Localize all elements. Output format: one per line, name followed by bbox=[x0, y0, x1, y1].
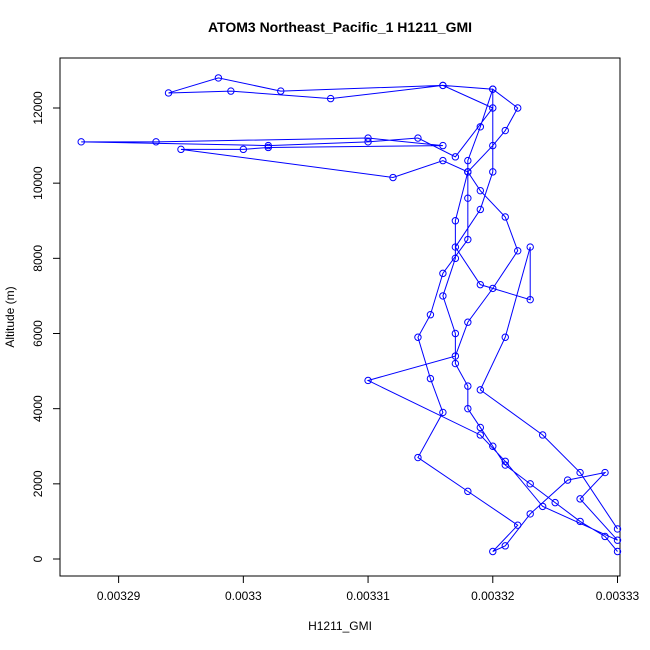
data-point bbox=[526, 243, 534, 251]
data-point bbox=[576, 495, 584, 503]
y-tick-label: 12000 bbox=[31, 91, 45, 125]
data-point bbox=[451, 153, 460, 161]
data-point bbox=[451, 243, 460, 251]
data-point bbox=[476, 431, 485, 439]
data-line bbox=[81, 77, 618, 552]
data-point bbox=[177, 145, 185, 154]
data-point bbox=[613, 547, 622, 556]
x-axis-label: H1211_GMI bbox=[308, 619, 372, 633]
data-point bbox=[451, 329, 460, 338]
data-point bbox=[476, 205, 485, 214]
data-point bbox=[613, 536, 622, 544]
x-tick-label: 0.00331 bbox=[346, 589, 390, 603]
data-point bbox=[526, 295, 534, 304]
data-point bbox=[439, 292, 447, 300]
data-point bbox=[464, 318, 472, 326]
data-point bbox=[464, 487, 472, 496]
data-point bbox=[551, 498, 559, 507]
data-point bbox=[451, 359, 460, 368]
data-point bbox=[476, 123, 485, 131]
data-point bbox=[538, 502, 547, 511]
data-point bbox=[476, 423, 485, 432]
data-point bbox=[264, 141, 272, 150]
data-point bbox=[613, 525, 622, 533]
data-point bbox=[214, 74, 223, 82]
data-point bbox=[77, 138, 85, 146]
data-point bbox=[501, 333, 509, 341]
data-point bbox=[451, 352, 460, 360]
data-point bbox=[464, 168, 472, 176]
data-point bbox=[464, 235, 472, 244]
data-point bbox=[426, 374, 435, 383]
data-point bbox=[489, 104, 497, 112]
data-point bbox=[526, 510, 534, 518]
data-point bbox=[227, 87, 235, 95]
data-point bbox=[414, 333, 422, 341]
data-point bbox=[364, 138, 372, 146]
data-point bbox=[576, 468, 584, 477]
data-point bbox=[501, 213, 509, 221]
data-point bbox=[451, 217, 460, 225]
data-point bbox=[476, 280, 485, 289]
data-point bbox=[489, 547, 497, 556]
data-point bbox=[277, 87, 285, 95]
data-point bbox=[414, 134, 422, 142]
data-point bbox=[439, 81, 447, 90]
data-point bbox=[326, 94, 335, 103]
data-point bbox=[464, 382, 472, 390]
data-point bbox=[489, 284, 497, 293]
y-tick-label: 6000 bbox=[31, 320, 45, 347]
data-point bbox=[601, 532, 609, 541]
data-point bbox=[526, 480, 534, 488]
data-point bbox=[264, 143, 272, 152]
data-point bbox=[576, 517, 584, 526]
data-point bbox=[451, 254, 460, 263]
data-point bbox=[501, 126, 509, 135]
x-tick-label: 0.0033 bbox=[225, 589, 262, 603]
x-tick-label: 0.00329 bbox=[97, 589, 141, 603]
data-point bbox=[501, 542, 509, 550]
data-point bbox=[489, 141, 497, 150]
y-tick-label: 2000 bbox=[31, 470, 45, 497]
data-point bbox=[514, 521, 522, 529]
data-point bbox=[601, 468, 609, 477]
chart-title: ATOM3 Northeast_Pacific_1 H1211_GMI bbox=[208, 19, 472, 35]
data-point bbox=[563, 476, 572, 484]
data-point bbox=[164, 89, 173, 97]
y-tick-label: 10000 bbox=[31, 166, 45, 200]
data-point bbox=[489, 168, 497, 176]
data-point bbox=[464, 194, 472, 202]
data-point bbox=[476, 386, 485, 394]
data-point bbox=[514, 247, 522, 255]
y-tick-label: 0 bbox=[31, 555, 45, 562]
data-point bbox=[426, 311, 435, 319]
data-point bbox=[239, 145, 248, 154]
data-point bbox=[439, 269, 447, 278]
data-point bbox=[464, 156, 472, 165]
plot-frame bbox=[59, 57, 621, 577]
data-point bbox=[364, 134, 372, 142]
data-point bbox=[464, 404, 472, 413]
data-point bbox=[414, 453, 422, 462]
data-point bbox=[501, 461, 509, 469]
data-point bbox=[364, 376, 372, 385]
y-tick-label: 8000 bbox=[31, 245, 45, 272]
y-tick-label: 4000 bbox=[31, 395, 45, 422]
data-point bbox=[489, 85, 497, 93]
data-point bbox=[439, 408, 447, 417]
data-point bbox=[152, 138, 160, 146]
data-point bbox=[439, 156, 447, 165]
data-point bbox=[476, 186, 485, 195]
y-axis-label: Altitude (m) bbox=[3, 286, 17, 347]
data-point bbox=[489, 442, 497, 450]
x-tick-label: 0.00332 bbox=[471, 589, 515, 603]
x-tick-label: 0.00333 bbox=[596, 589, 640, 603]
data-point bbox=[389, 173, 397, 182]
data-point bbox=[501, 457, 509, 465]
data-point bbox=[439, 141, 447, 150]
data-point bbox=[538, 431, 547, 439]
data-point bbox=[514, 104, 522, 112]
